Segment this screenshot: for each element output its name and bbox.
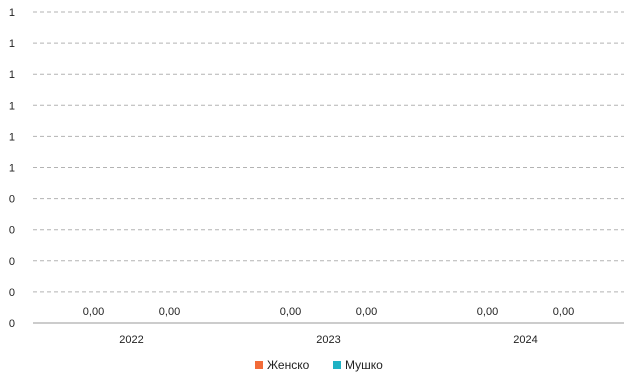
y-tick-label: 1 [9,7,15,19]
y-tick-label: 1 [9,100,15,112]
x-tick-label: 2022 [119,334,143,346]
data-labels: 0,00 0,00 0,00 0,00 0,00 0,00 [83,306,574,318]
data-label: 0,00 [356,306,377,318]
data-label: 0,00 [83,306,104,318]
x-tick-label: 2024 [513,334,537,346]
y-tick-label: 0 [9,318,15,330]
x-tick-label: 2023 [316,334,340,346]
y-axis-ticks: 0 0 0 0 0 1 1 1 1 1 1 [9,7,15,330]
data-label: 0,00 [159,306,180,318]
data-label: 0,00 [477,306,498,318]
y-tick-label: 0 [9,256,15,268]
legend-label: Мушко [345,358,383,372]
data-label: 0,00 [280,306,301,318]
legend-item: Женско [255,358,310,372]
y-tick-label: 0 [9,287,15,299]
legend: Женско Мушко [255,358,383,372]
y-tick-label: 0 [9,225,15,237]
legend-swatch [255,361,263,369]
legend-item: Мушко [333,358,383,372]
x-axis-ticks: 2022 2023 2024 [119,334,537,346]
y-tick-label: 0 [9,194,15,206]
legend-swatch [333,361,341,369]
y-tick-label: 1 [9,163,15,175]
grid-lines [33,11,624,324]
legend-label: Женско [267,358,310,372]
y-tick-label: 1 [9,131,15,143]
y-tick-label: 1 [9,38,15,50]
y-tick-label: 1 [9,69,15,81]
data-label: 0,00 [553,306,574,318]
